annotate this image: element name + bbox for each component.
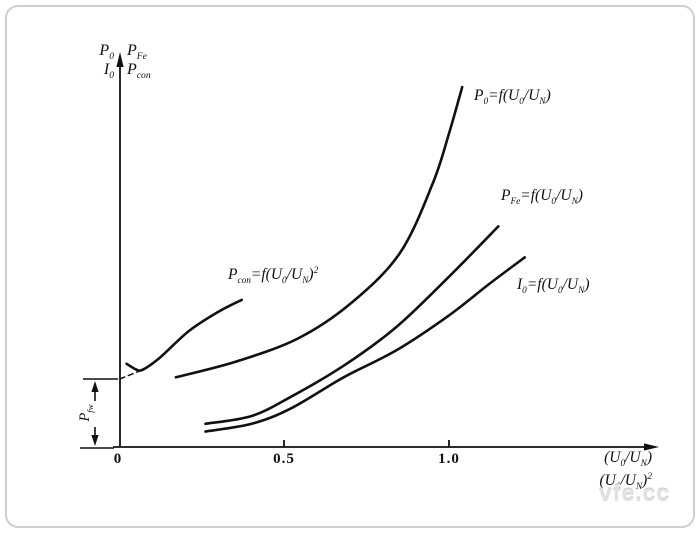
x-tick-label-05: 0.5 bbox=[273, 451, 295, 467]
curve-label-pfe: PFe=f(U0/UN) bbox=[501, 187, 583, 208]
x-axis-title-squared: (U0/UN)2 bbox=[599, 471, 652, 493]
x-tick-label-10: 1.0 bbox=[438, 451, 460, 467]
curve-label-pcon: Pcon=f(U0/UN)2 bbox=[228, 265, 319, 287]
pfw-arrowhead-up bbox=[91, 381, 99, 392]
curve-label-p0: P0=f(U0/UN) bbox=[474, 87, 551, 108]
y-axis-label-pcon: Pcon bbox=[127, 61, 151, 82]
pfw-bracket bbox=[80, 378, 118, 449]
curve-p0 bbox=[174, 85, 464, 379]
x-axis-title-linear: (U0/UN) bbox=[604, 449, 652, 470]
y-axis-arrowhead bbox=[116, 52, 124, 67]
curve-pcon bbox=[125, 298, 243, 372]
pfw-arrowhead-down bbox=[91, 435, 99, 446]
watermark: vfe.cc bbox=[599, 480, 671, 506]
axes bbox=[113, 52, 659, 451]
y-axis-label-i0: I0 bbox=[103, 61, 114, 82]
curve-i0 bbox=[204, 256, 526, 433]
curve-label-i0: I0=f(U0/UN) bbox=[517, 276, 590, 297]
y-axis-label-p0: P0 bbox=[99, 42, 114, 63]
pfw-label: Pfw bbox=[77, 404, 95, 422]
curve-pfe bbox=[204, 225, 500, 426]
curve-pcon-dashed-extrapolation bbox=[119, 368, 144, 380]
y-axis-label-pfe: PFe bbox=[127, 42, 147, 63]
x-tick-label-0: 0 bbox=[113, 451, 123, 467]
x-axis-arrowhead bbox=[644, 443, 659, 451]
